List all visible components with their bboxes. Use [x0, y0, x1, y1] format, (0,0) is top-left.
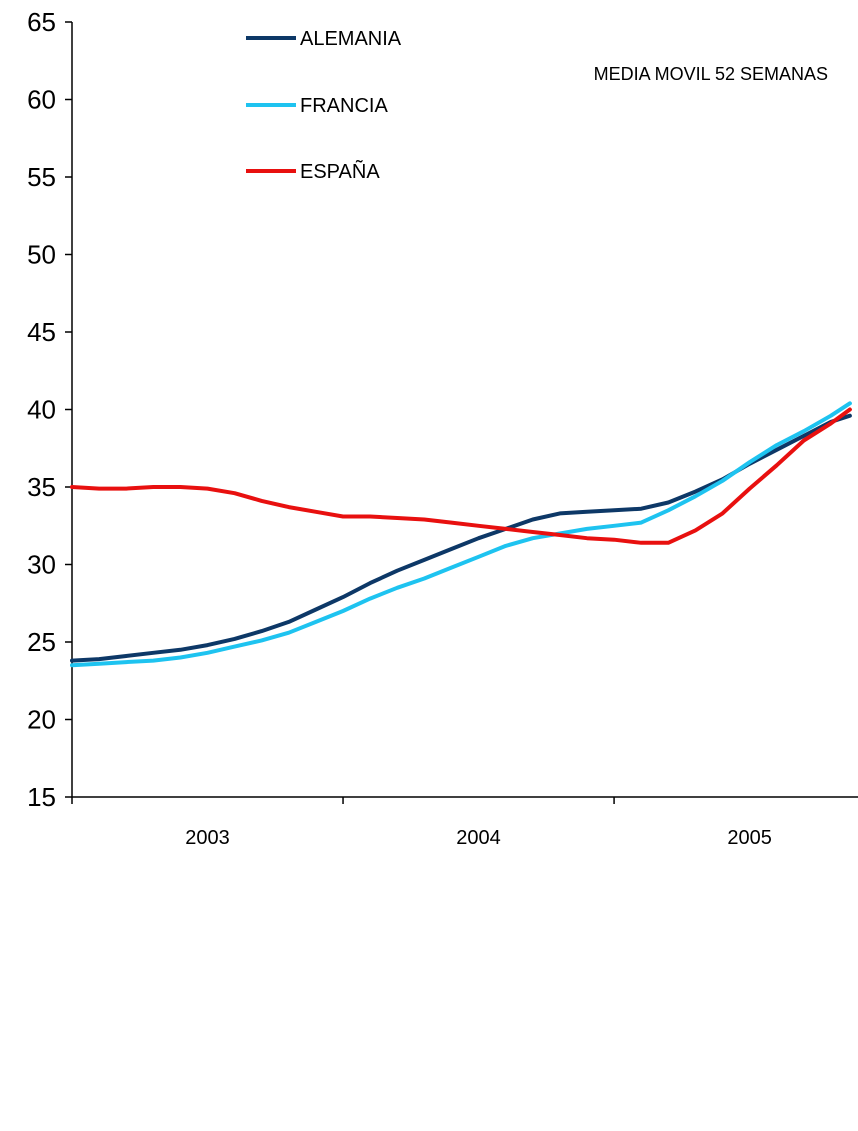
legend-label: ALEMANIA: [300, 28, 402, 50]
axis-ticks: [65, 21, 615, 804]
legend-label: FRANCIA: [300, 95, 388, 117]
x-tick-label: 2005: [727, 827, 772, 849]
legend: ALEMANIA FRANCIA ESPAÑA: [246, 28, 402, 183]
legend-label: ESPAÑA: [300, 159, 380, 183]
y-tick-label: 60: [27, 85, 56, 115]
x-tick-label: 2004: [456, 827, 501, 849]
series-line-2: [70, 401, 852, 668]
y-tick-label: 45: [27, 317, 56, 347]
chart-annotation: MEDIA MOVIL 52 SEMANAS: [594, 64, 828, 84]
series-line-1: [70, 413, 852, 663]
y-tick-label: 55: [27, 162, 56, 192]
y-tick-label: 30: [27, 550, 56, 580]
x-tick-label: 2003: [185, 827, 230, 849]
y-tick-label: 25: [27, 627, 56, 657]
series-line-3: [70, 407, 852, 545]
y-tick-label: 35: [27, 472, 56, 502]
x-axis: 2003 2004 2005: [72, 796, 858, 849]
y-tick-label: 50: [27, 240, 56, 270]
y-tick-label: 20: [27, 705, 56, 735]
y-axis: 15 20 25 30 35 40 45 50 55 60 65: [27, 7, 73, 812]
y-tick-label: 15: [27, 782, 56, 812]
y-tick-label: 40: [27, 395, 56, 425]
series-lines: [70, 401, 852, 668]
y-tick-label: 65: [27, 7, 56, 37]
